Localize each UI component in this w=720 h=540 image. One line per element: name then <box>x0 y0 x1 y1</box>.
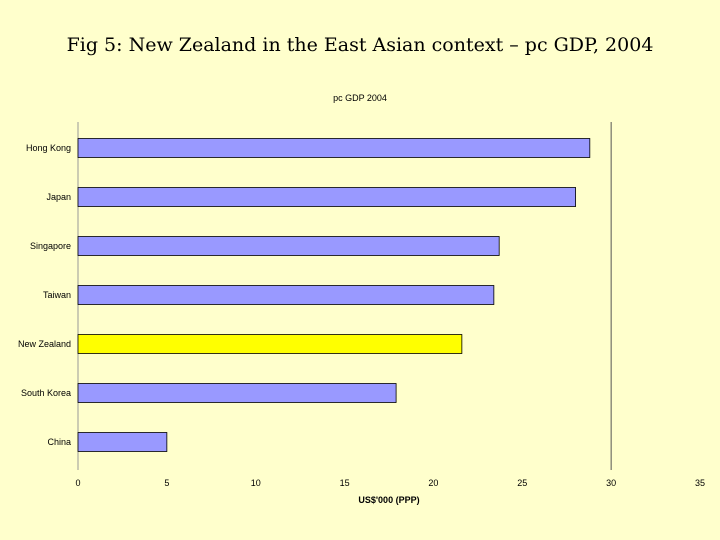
x-tick-label: 15 <box>340 478 350 488</box>
x-tick-label: 10 <box>251 478 261 488</box>
x-tick-label: 25 <box>517 478 527 488</box>
x-tick-label: 20 <box>428 478 438 488</box>
category-label-singapore: Singapore <box>30 241 71 251</box>
x-tick-label: 35 <box>695 478 705 488</box>
bar-singapore <box>77 236 500 256</box>
category-label-japan: Japan <box>46 192 71 202</box>
bar-hong-kong <box>77 138 591 158</box>
bar-japan <box>77 187 577 207</box>
category-label-china: China <box>47 437 71 447</box>
bar-taiwan <box>77 285 495 305</box>
bar-china <box>77 432 168 452</box>
category-label-new-zealand: New Zealand <box>18 339 71 349</box>
slide-title: Fig 5: New Zealand in the East Asian con… <box>66 34 654 56</box>
category-label-south-korea: South Korea <box>21 388 71 398</box>
x-tick-label: 0 <box>75 478 80 488</box>
x-tick-label: 30 <box>606 478 616 488</box>
category-label-taiwan: Taiwan <box>43 290 71 300</box>
category-label-hong-kong: Hong Kong <box>26 143 71 153</box>
x-tick-label: 5 <box>164 478 169 488</box>
x-axis-label: US$'000 (PPP) <box>358 495 419 505</box>
bar-new-zealand <box>77 334 463 354</box>
bar-south-korea <box>77 383 397 403</box>
chart-title: pc GDP 2004 <box>333 93 387 103</box>
